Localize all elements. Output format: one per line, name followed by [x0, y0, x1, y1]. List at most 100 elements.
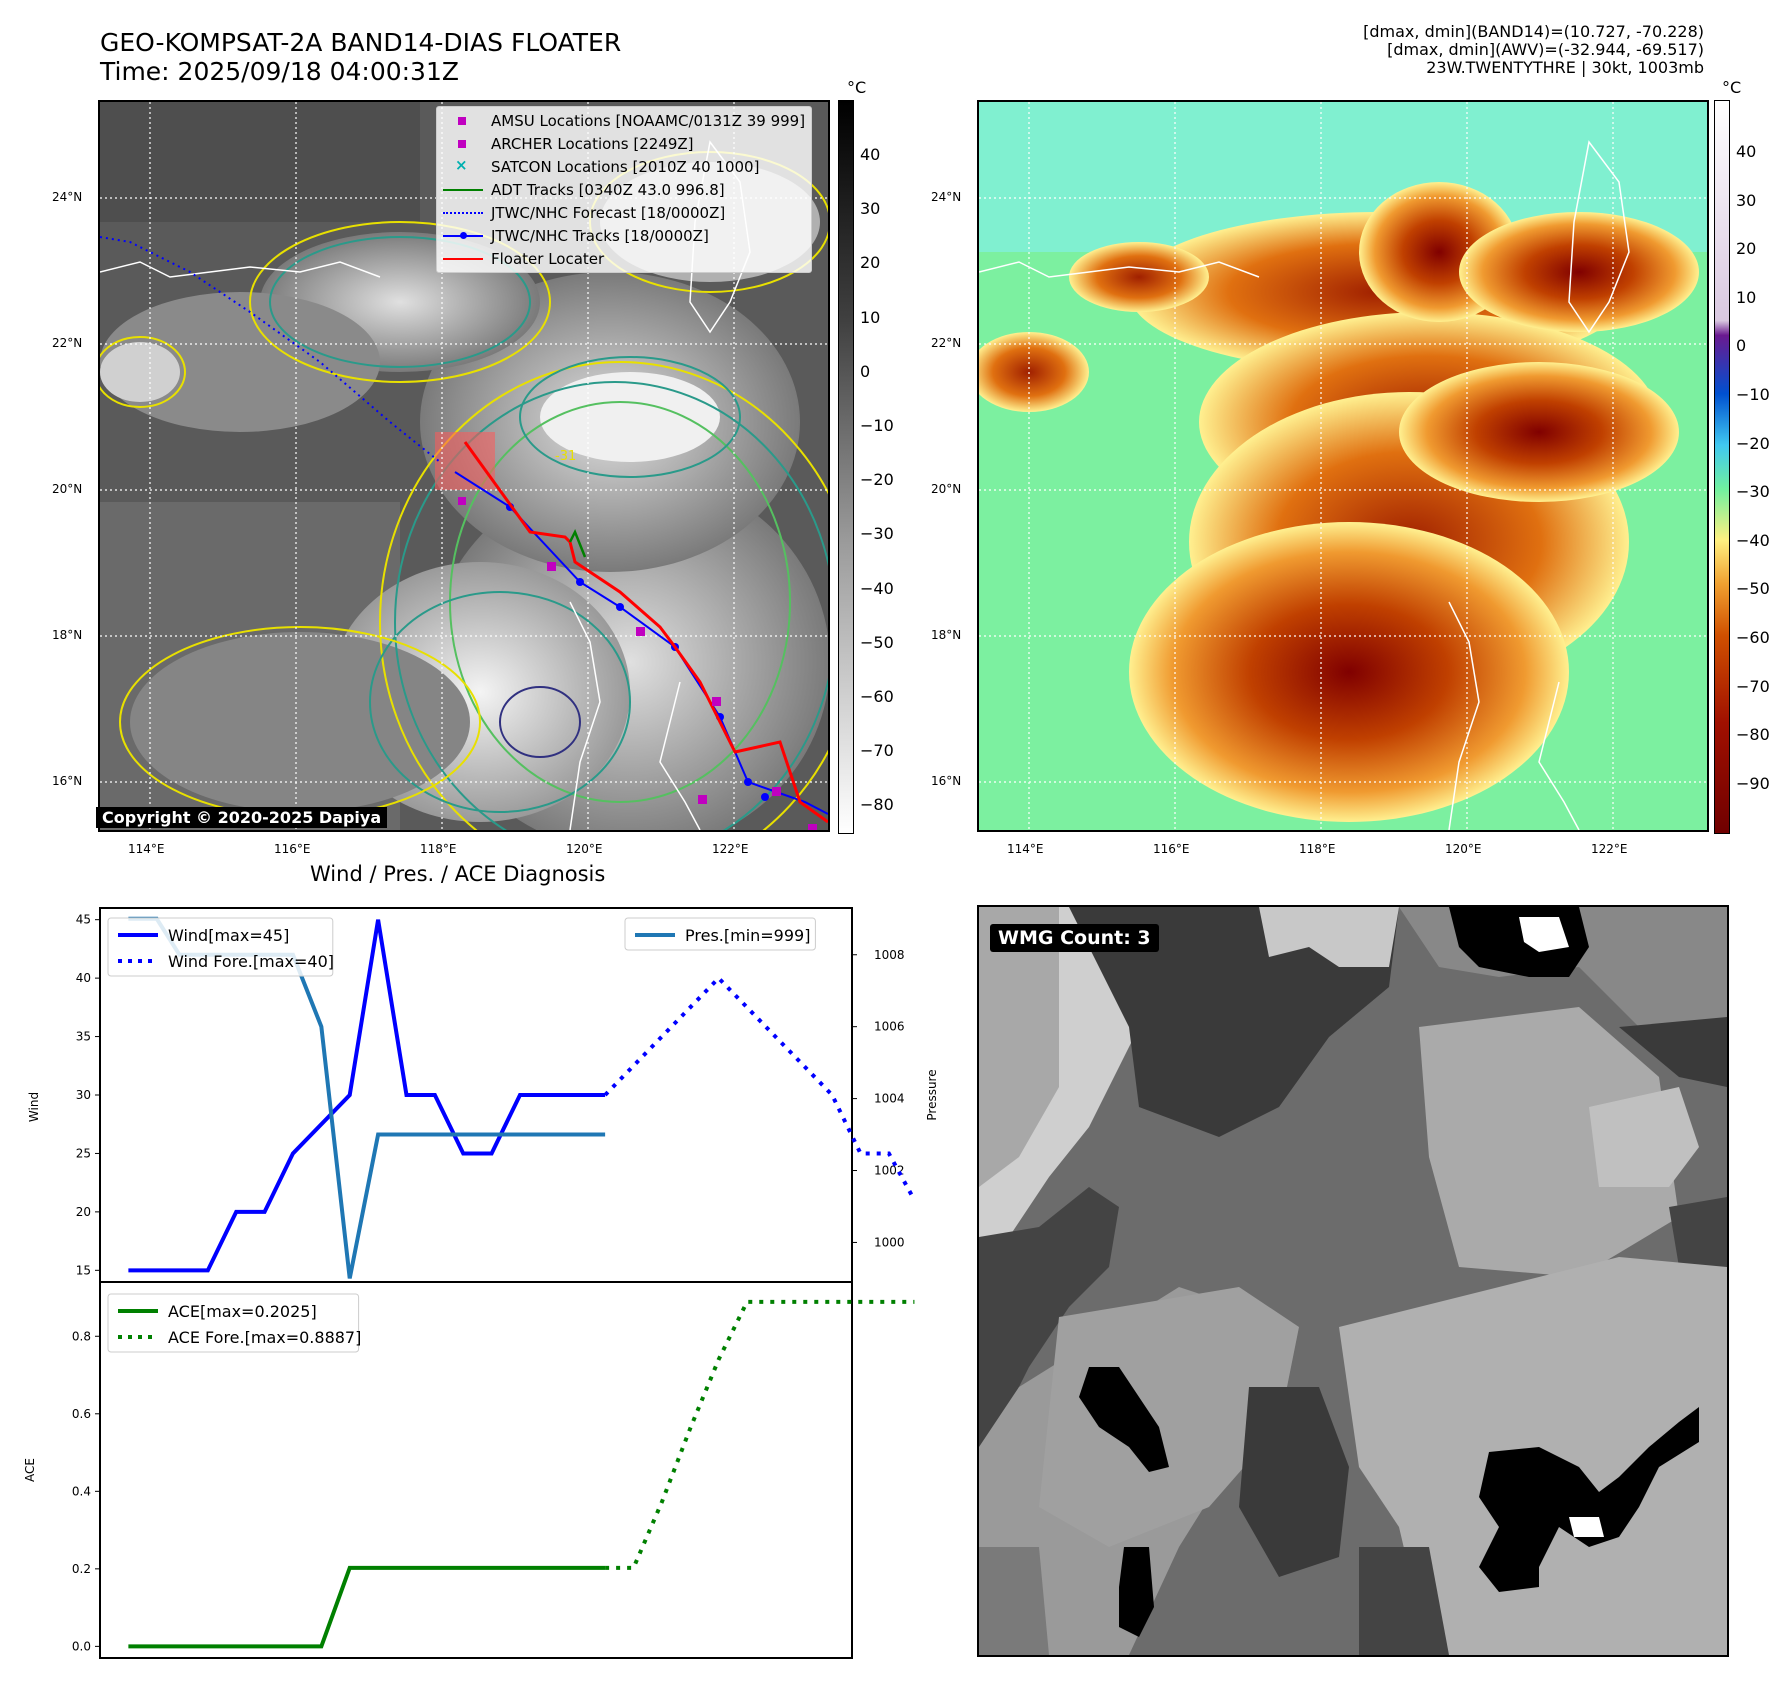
- pressure-tick-label: 1004: [874, 1092, 905, 1106]
- wmg-panel: [977, 905, 1729, 1657]
- colorbar-tick-label: −80: [860, 795, 894, 815]
- lon-tick-label: 118°E: [420, 842, 457, 856]
- lat-tick-label: 16°N: [52, 774, 83, 788]
- contour-label: -31: [555, 449, 576, 464]
- pressure-tick-label: 1008: [874, 948, 905, 962]
- map-legend-entry: ADT Tracks [0340Z 43.0 996.8]: [443, 178, 805, 201]
- colorbar-tick-label: −70: [1736, 676, 1770, 696]
- wmg-image: [979, 907, 1727, 1655]
- lat-tick-label: 22°N: [931, 336, 962, 350]
- legend-label: Pres.[min=999]: [685, 926, 810, 945]
- wind-legend: [107, 917, 334, 977]
- legend-symbol-icon: [443, 183, 483, 197]
- ace-axis-label: ACE: [23, 1458, 37, 1482]
- dias-map-image: [979, 102, 1707, 830]
- lon-tick-label: 120°E: [566, 842, 603, 856]
- legend-label: ADT Tracks [0340Z 43.0 996.8]: [491, 180, 725, 199]
- dias-colorbar-unit: °C: [1722, 78, 1742, 97]
- colorbar-tick-label: −60: [860, 687, 894, 706]
- ir-colorbar-unit: °C: [847, 78, 867, 97]
- colorbar-tick-label: 20: [860, 253, 881, 273]
- colorbar-tick-label: −30: [1736, 482, 1770, 502]
- legend-symbol-icon: [443, 137, 483, 151]
- pressure-tick-label: 1000: [874, 1235, 905, 1249]
- legend-label: ARCHER Locations [2249Z]: [491, 134, 694, 153]
- map-legend-entry: JTWC/NHC Tracks [18/0000Z]: [443, 224, 805, 247]
- colorbar-tick-label: −40: [860, 578, 894, 598]
- colorbar-tick-label: −20: [860, 470, 894, 490]
- pressure-tick-label: 1002: [874, 1164, 905, 1178]
- colorbar-tick-label: 40: [860, 145, 881, 164]
- colorbar-tick-label: 40: [1736, 142, 1757, 161]
- lat-tick-label: 22°N: [52, 336, 83, 350]
- ace-tick-label: 0.4: [72, 1484, 91, 1498]
- map-legend-entry: ARCHER Locations [2249Z]: [443, 132, 805, 155]
- legend-label: SATCON Locations [2010Z 40 1000]: [491, 157, 760, 176]
- colorbar-tick-label: −50: [1736, 579, 1770, 599]
- legend-label: Wind Fore.[max=40]: [168, 952, 334, 971]
- info-line-2: [dmax, dmin](AWV)=(-32.944, -69.517): [1387, 40, 1704, 59]
- colorbar-tick-label: −60: [1736, 628, 1770, 647]
- legend-label: ACE[max=0.2025]: [168, 1302, 317, 1321]
- dias-map-panel: [977, 100, 1709, 832]
- ace-tick-label: 0.6: [72, 1407, 91, 1421]
- wind-forecast-line: [603, 975, 917, 1202]
- lat-tick-label: 24°N: [931, 190, 962, 204]
- colorbar-tick-label: −20: [1736, 433, 1770, 453]
- wind-tick-label: 25: [76, 1146, 91, 1160]
- map-legend: AMSU Locations [NOAAMC/0131Z 39 999] ARCH…: [436, 106, 813, 273]
- map-legend-entry: AMSU Locations [NOAAMC/0131Z 39 999]: [443, 109, 805, 132]
- lat-tick-label: 24°N: [52, 190, 83, 204]
- colorbar-tick-label: −30: [860, 524, 894, 544]
- lon-tick-label: 122°E: [1591, 842, 1628, 856]
- diagnosis-chart: 15 20 25 30 35 40 45 1000 1002 1004 1006 1008 0.0 0.2…: [23, 907, 939, 1659]
- wind-axis-label: Wind: [27, 1092, 41, 1122]
- wind-tick-label: 20: [76, 1205, 91, 1219]
- colorbar-tick-label: −90: [1736, 773, 1770, 793]
- map-legend-entry: JTWC/NHC Forecast [18/0000Z]: [443, 201, 805, 224]
- legend-symbol-icon: [443, 252, 483, 266]
- legend-label: Floater Locater: [491, 249, 605, 268]
- lat-tick-label: 20°N: [931, 482, 962, 496]
- wind-tick-label: 45: [76, 913, 91, 927]
- legend-symbol-icon: ×: [455, 155, 468, 174]
- ace-tick-label: 0.8: [72, 1329, 91, 1343]
- ace-tick-label: 0.0: [72, 1639, 91, 1653]
- ace-legend: [107, 1293, 360, 1353]
- ace-series-line: [128, 1565, 606, 1649]
- colorbar-tick-label: −10: [860, 416, 894, 435]
- ace-tick-label: 0.2: [72, 1562, 91, 1576]
- legend-label: AMSU Locations [NOAAMC/0131Z 39 999]: [491, 111, 806, 130]
- colorbar-tick-label: 30: [1736, 190, 1757, 210]
- lon-tick-label: 120°E: [1445, 842, 1482, 856]
- wind-tick-label: 30: [76, 1088, 91, 1102]
- dias-colorbar: [1714, 100, 1730, 834]
- wind-tick-label: 40: [76, 971, 91, 985]
- diagnosis-title: Wind / Pres. / ACE Diagnosis: [310, 862, 606, 886]
- wmg-count-badge: WMG Count: 3: [990, 924, 1159, 952]
- pressure-legend: [624, 917, 816, 951]
- legend-label: JTWC/NHC Tracks [18/0000Z]: [491, 226, 709, 245]
- map-legend-entry: × SATCON Locations [2010Z 40 1000]: [443, 155, 805, 178]
- legend-label: Wind[max=45]: [168, 926, 289, 945]
- colorbar-tick-label: 0: [1736, 336, 1747, 356]
- lat-tick-label: 20°N: [52, 482, 83, 496]
- colorbar-tick-label: 10: [1736, 287, 1757, 307]
- legend-symbol-icon: [443, 229, 483, 243]
- legend-label: JTWC/NHC Forecast [18/0000Z]: [491, 203, 726, 222]
- legend-symbol-icon: [443, 206, 483, 220]
- colorbar-tick-label: −80: [1736, 725, 1770, 745]
- lon-tick-label: 114°E: [1007, 842, 1044, 856]
- lon-tick-label: 116°E: [1153, 842, 1190, 856]
- colorbar-tick-label: 20: [1736, 239, 1757, 259]
- colorbar-tick-label: −10: [1736, 385, 1770, 404]
- ace-plot-frame: [99, 1281, 853, 1659]
- info-line-1: [dmax, dmin](BAND14)=(10.727, -70.228): [1363, 22, 1704, 41]
- colorbar-tick-label: 0: [860, 361, 871, 381]
- legend-symbol-icon: [443, 114, 483, 128]
- pressure-tick-label: 1006: [874, 1020, 905, 1034]
- chart-title: GEO-KOMPSAT-2A BAND14-DIAS FLOATER: [100, 28, 622, 57]
- legend-label: ACE Fore.[max=0.8887]: [168, 1328, 361, 1347]
- lat-tick-label: 18°N: [52, 628, 83, 642]
- lat-tick-label: 18°N: [931, 628, 962, 642]
